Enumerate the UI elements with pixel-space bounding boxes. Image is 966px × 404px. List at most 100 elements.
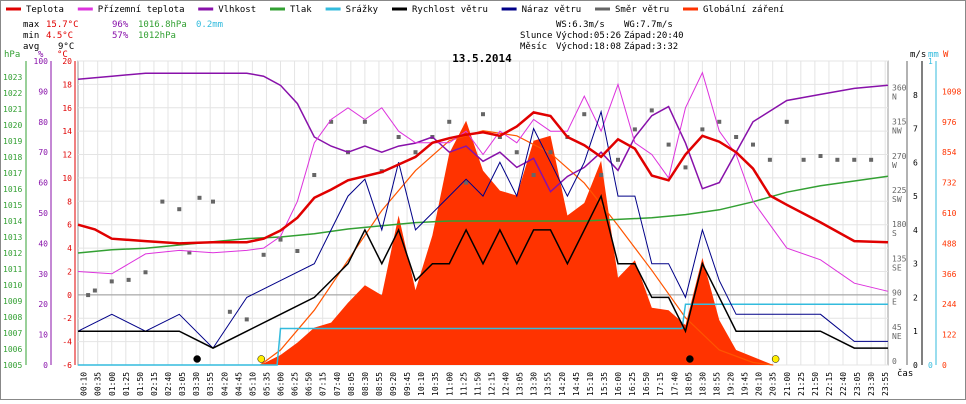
pressure-tick-1022: 1022 (3, 89, 22, 98)
sun-set: Západ:20:40 (624, 31, 684, 41)
wind-dir-point-15 (312, 173, 317, 177)
pressure-tick-1013: 1013 (3, 233, 22, 242)
x-tick-47: 19:45 (741, 372, 750, 396)
wind-dir-point-1 (92, 288, 97, 293)
unit-w: W (943, 50, 949, 60)
stat-min-hum: 57% (112, 31, 129, 41)
gust-line (77, 109, 888, 349)
x-tick-6: 02:40 (164, 372, 173, 396)
legend-label-1: Přízemní teplota (98, 5, 185, 15)
x-tick-28: 11:50 (473, 372, 482, 396)
x-tick-32: 13:30 (530, 372, 539, 396)
x-tick-54: 22:40 (839, 372, 848, 396)
wind-dir-point-24 (464, 180, 469, 185)
humidity-tick-70: 70 (38, 148, 48, 157)
stat-min-label: min (23, 31, 39, 41)
winddir-dir-225: SW (892, 195, 902, 204)
moon-label: Měsíc (520, 42, 547, 52)
right-axes: 045NE90E135SE180S225SW270W315NW360N01234… (892, 57, 961, 370)
unit-pct: % (38, 50, 44, 60)
x-tick-43: 18:05 (684, 372, 693, 396)
rain-tick-0: 0 (928, 361, 933, 370)
pressure-tick-1020: 1020 (3, 121, 22, 130)
winddir-dir-360: N (892, 92, 897, 101)
radiation-tick-122: 122 (942, 331, 957, 340)
pressure-tick-1023: 1023 (3, 73, 22, 82)
stat-max-press: 1016.8hPa (138, 20, 187, 30)
legend-label-0: Teplota (26, 5, 64, 15)
wind-dir-point-48 (869, 157, 874, 162)
wind-tick-6: 6 (913, 158, 918, 167)
radiation-tick-1098: 1098 (942, 87, 961, 96)
pressure-tick-1011: 1011 (3, 265, 22, 274)
wind-dir-point-47 (852, 157, 857, 162)
x-tick-46: 19:20 (727, 372, 736, 396)
x-tick-11: 04:45 (234, 372, 243, 396)
pressure-tick-1009: 1009 (3, 297, 22, 306)
legend-label-6: Náraz větru (522, 5, 582, 15)
wind-speed-line (78, 193, 888, 349)
x-tick-27: 11:25 (459, 372, 468, 396)
humidity-tick-10: 10 (38, 331, 48, 340)
rain-line (78, 303, 888, 366)
temp-tick-16: 16 (62, 104, 72, 113)
wind-tick-4: 4 (913, 226, 918, 235)
pressure-tick-1010: 1010 (3, 281, 22, 290)
x-tick-16: 06:50 (305, 372, 314, 396)
winddir-tick-0: 0 (892, 357, 897, 366)
x-tick-18: 07:40 (333, 372, 342, 396)
winddir-tick-360: 360 (892, 83, 907, 92)
x-tick-9: 03:55 (206, 372, 215, 396)
x-tick-34: 14:20 (558, 372, 567, 396)
sunrise-marker (257, 355, 266, 363)
temp-tick-2: 2 (67, 267, 72, 276)
x-tick-17: 07:15 (319, 372, 328, 396)
wind-dir-point-7 (187, 250, 192, 255)
x-tick-51: 21:25 (797, 372, 806, 396)
stat-min-press: 1012hPa (138, 31, 176, 41)
wind-dir-point-31 (582, 112, 587, 117)
wind-tick-3: 3 (913, 260, 918, 269)
wind-dir-point-27 (514, 150, 519, 155)
x-tick-23: 09:45 (403, 372, 412, 396)
x-tick-4: 01:50 (136, 372, 145, 396)
left-axes: 1005100610071008100910101011101210131014… (3, 57, 76, 370)
wind-dir-point-10 (227, 309, 232, 314)
wind-dir-point-25 (481, 112, 485, 117)
temp-tick-20: 20 (62, 57, 72, 66)
temp-tick-14: 14 (62, 127, 72, 136)
temp-tick--6: -6 (62, 361, 72, 370)
chart-title: 13.5.2014 (452, 52, 512, 65)
wind-dir-point-32 (599, 173, 604, 177)
x-tick-30: 12:40 (502, 372, 511, 396)
legend-label-2: Vlhkost (218, 5, 256, 15)
wind-dir-point-41 (751, 142, 755, 147)
pressure-tick-1015: 1015 (3, 201, 22, 210)
x-tick-14: 06:00 (277, 372, 286, 396)
wind-dir-point-34 (632, 127, 637, 132)
x-tick-45: 18:55 (712, 372, 721, 396)
wind-dir-point-0 (86, 293, 91, 298)
x-tick-24: 10:10 (417, 372, 426, 396)
pressure-tick-1018: 1018 (3, 153, 22, 162)
humidity-tick-0: 0 (43, 361, 48, 370)
wind-tick-1: 1 (913, 327, 918, 336)
x-tick-33: 13:55 (544, 372, 553, 396)
pressure-tick-1008: 1008 (3, 313, 22, 322)
wind-tick-2: 2 (913, 293, 918, 302)
x-tick-7: 03:05 (178, 372, 187, 396)
wind-dir-point-35 (649, 108, 654, 113)
x-tick-55: 23:05 (853, 372, 862, 396)
x-tick-41: 17:15 (656, 372, 665, 396)
temp-tick-8: 8 (67, 197, 72, 206)
wind-dir-point-3 (126, 277, 131, 282)
x-tick-19: 08:05 (347, 372, 356, 396)
winddir-dir-135: SE (892, 263, 902, 272)
humidity-tick-20: 20 (38, 300, 48, 309)
humidity-tick-60: 60 (38, 179, 48, 188)
x-tick-12: 05:10 (248, 372, 257, 396)
legend: Teplota Přízemní teplota Vlhkost Tlak Srážky… (6, 5, 784, 15)
humidity-tick-40: 40 (38, 239, 48, 248)
moon-rise: Východ:18:08 (556, 42, 621, 52)
x-tick-38: 16:00 (614, 372, 623, 396)
